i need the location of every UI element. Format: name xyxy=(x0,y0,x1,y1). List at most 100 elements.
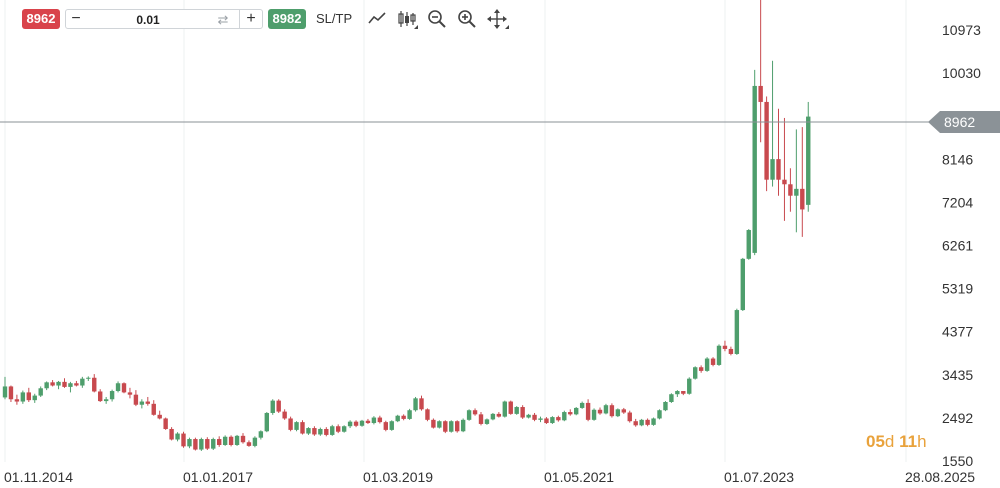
candle-body xyxy=(413,398,418,411)
candle-body xyxy=(187,439,192,447)
sl-tp-button[interactable]: SL/TP xyxy=(316,11,353,26)
candle-body xyxy=(449,421,454,432)
candle-body xyxy=(687,378,692,394)
x-tick-label: 01.01.2017 xyxy=(183,469,253,485)
candle-body xyxy=(145,401,150,404)
candle-body xyxy=(639,419,644,426)
candle-body xyxy=(336,426,341,432)
candle-body xyxy=(347,421,353,427)
y-tick-label: 7204 xyxy=(942,194,973,210)
candle-body xyxy=(2,386,8,398)
current-price-badge xyxy=(928,110,1000,133)
candle-body xyxy=(103,399,109,402)
candle-body xyxy=(258,431,264,438)
candle-body xyxy=(264,412,269,432)
candle-body xyxy=(395,415,400,422)
candle-body xyxy=(466,410,472,420)
zoom-in-icon[interactable] xyxy=(456,9,478,29)
candle-body xyxy=(163,418,168,429)
x-tick-label: 01.11.2014 xyxy=(4,469,73,485)
candle-body xyxy=(746,230,751,259)
increase-quantity-button[interactable]: + xyxy=(239,9,262,29)
candle-body xyxy=(228,436,234,445)
candle-body xyxy=(585,402,591,420)
candle-body xyxy=(722,345,728,349)
move-icon[interactable] xyxy=(487,9,509,29)
x-tick-label: 01.03.2019 xyxy=(363,469,433,485)
candle-body xyxy=(615,409,621,417)
line-chart-icon[interactable] xyxy=(366,9,388,29)
candle-body xyxy=(240,435,246,443)
candle-body xyxy=(181,433,186,447)
y-tick-label: 3435 xyxy=(942,367,973,383)
candle-body xyxy=(26,392,31,401)
candlestick-icon[interactable] xyxy=(396,9,418,29)
chart-candles xyxy=(2,0,811,451)
candle-body xyxy=(663,401,668,411)
candle-countdown: 05d 11h xyxy=(866,432,927,451)
x-tick-label: 01.05.2021 xyxy=(544,469,614,485)
candle-body xyxy=(407,410,412,419)
zoom-out-icon[interactable] xyxy=(426,9,448,29)
candle-body xyxy=(50,382,55,386)
candle-body xyxy=(455,421,460,432)
candle-body xyxy=(764,101,769,180)
candle-body xyxy=(544,418,549,424)
candle-body xyxy=(68,383,73,387)
y-tick-label: 8146 xyxy=(942,151,973,167)
candle-body xyxy=(734,310,740,354)
quantity-stepper[interactable]: − 0.01 ⇄ + xyxy=(65,9,263,29)
candle-body xyxy=(169,428,174,440)
candle-body xyxy=(794,188,799,196)
candle-body xyxy=(550,417,555,424)
candle-body xyxy=(669,394,674,402)
candle-body xyxy=(294,422,299,430)
candle-body xyxy=(20,392,26,402)
candle-body xyxy=(698,367,704,371)
candle-body xyxy=(98,391,103,402)
candle-body xyxy=(383,422,388,430)
decrease-quantity-button[interactable]: − xyxy=(71,10,81,27)
y-tick-label: 10973 xyxy=(942,22,981,38)
candle-body xyxy=(234,435,240,445)
sell-button[interactable]: 8962 xyxy=(22,9,60,29)
candle-body xyxy=(443,421,448,432)
candle-body xyxy=(472,410,478,415)
candle-body xyxy=(133,394,139,405)
candle-body xyxy=(704,358,710,371)
y-tick-label: 4377 xyxy=(942,324,973,340)
chart-grid xyxy=(4,0,907,462)
candle-body xyxy=(56,381,61,386)
candle-body xyxy=(681,391,686,394)
candle-body xyxy=(62,381,67,387)
candle-body xyxy=(460,419,466,432)
candle-body xyxy=(621,409,626,413)
candle-body xyxy=(693,367,698,379)
candle-body xyxy=(645,419,650,425)
candle-body xyxy=(591,409,597,420)
candle-body xyxy=(568,412,573,415)
candle-body xyxy=(324,428,329,435)
candle-body xyxy=(776,159,781,180)
candle-body xyxy=(710,358,716,365)
swap-icon[interactable]: ⇄ xyxy=(217,12,229,27)
candle-body xyxy=(252,437,258,446)
candle-body xyxy=(597,409,603,414)
candle-body xyxy=(44,382,49,389)
quantity-input[interactable]: 0.01 xyxy=(136,13,160,27)
candle-body xyxy=(246,442,252,446)
candle-body xyxy=(782,179,787,185)
candle-body xyxy=(609,405,615,417)
buy-button[interactable]: 8982 xyxy=(268,9,306,29)
candle-body xyxy=(217,439,222,445)
candle-body xyxy=(389,421,394,430)
candle-body xyxy=(651,418,656,425)
candle-body xyxy=(675,391,680,395)
candle-body xyxy=(359,420,365,426)
y-tick-label: 2492 xyxy=(942,410,973,426)
candle-body xyxy=(484,419,490,424)
candle-body xyxy=(419,398,424,410)
candle-body xyxy=(157,414,162,419)
candle-body xyxy=(312,428,317,435)
